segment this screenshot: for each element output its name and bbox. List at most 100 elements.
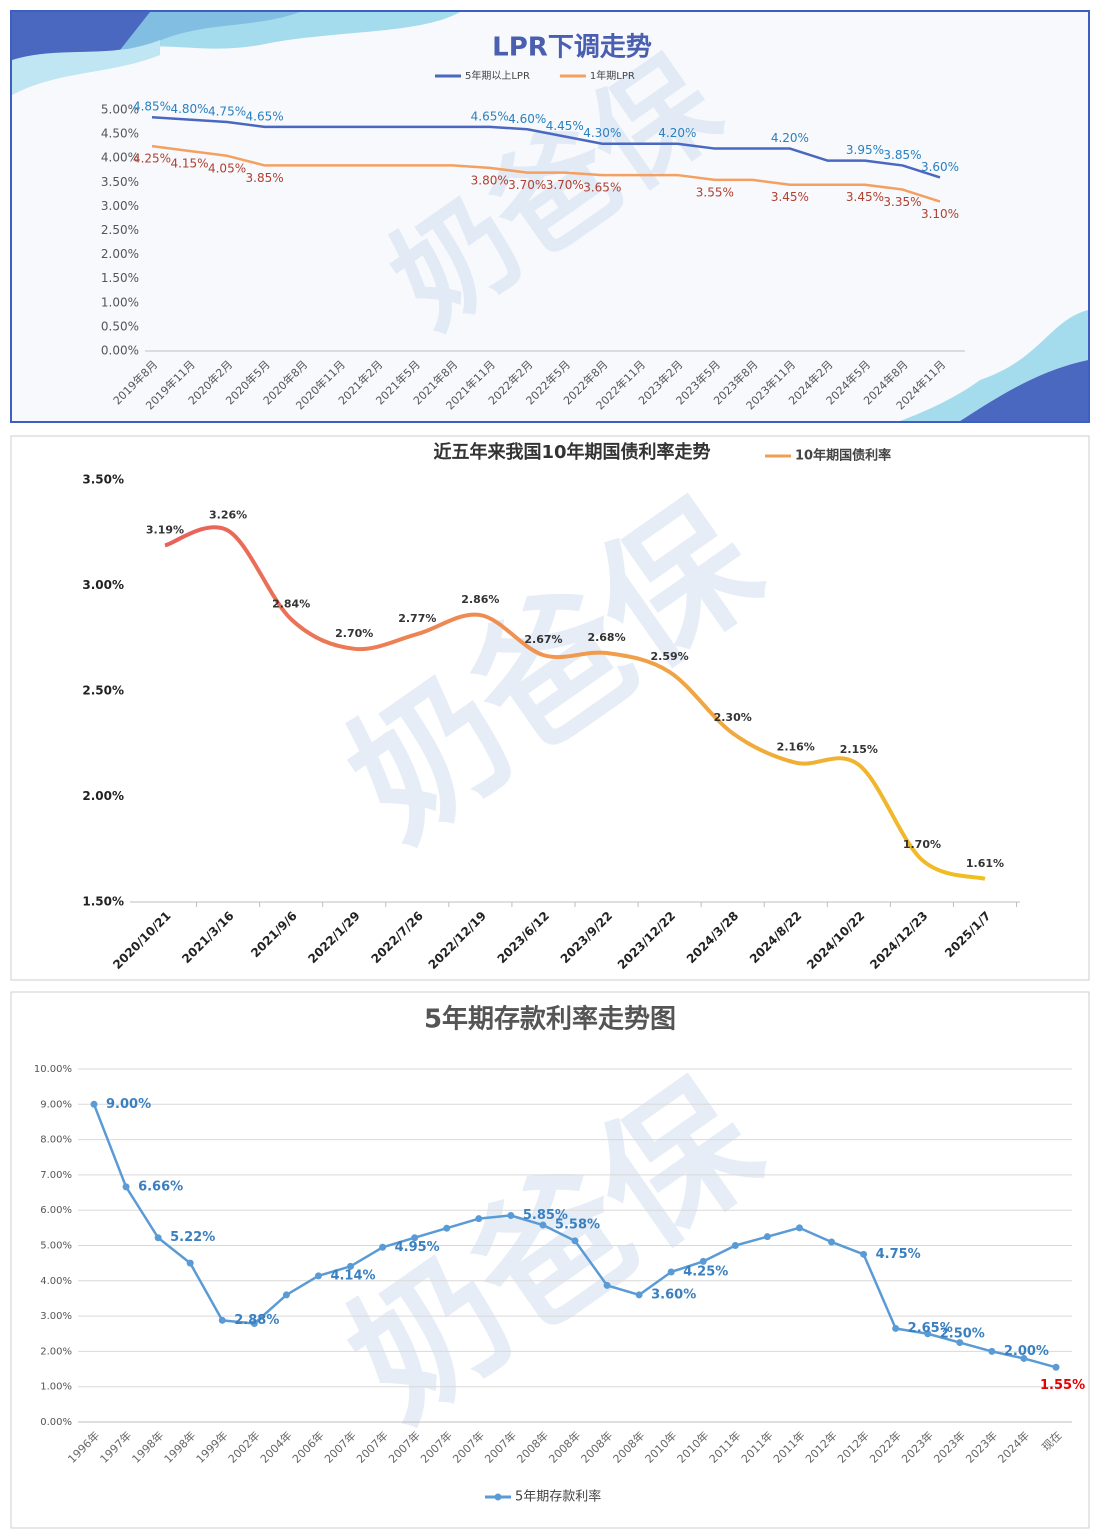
data-label: 5.22%: [170, 1230, 215, 1245]
legend-label: 10年期国债利率: [795, 448, 891, 464]
data-label: 4.85%: [133, 100, 171, 114]
point: [828, 1238, 836, 1246]
data-label: 3.45%: [771, 190, 809, 204]
y-tick-label: 4.00%: [40, 1276, 72, 1287]
data-label: 4.25%: [133, 152, 171, 166]
data-label: 4.65%: [246, 109, 284, 123]
point: [475, 1215, 483, 1223]
data-label: 3.19%: [146, 523, 184, 536]
data-label: 4.30%: [583, 126, 621, 140]
data-label: 4.65%: [471, 109, 509, 123]
point: [1052, 1363, 1060, 1371]
data-label: 2.59%: [651, 650, 689, 663]
point: [539, 1221, 547, 1229]
point: [763, 1233, 771, 1241]
data-label: 2.15%: [840, 743, 878, 756]
y-tick-label: 1.00%: [40, 1382, 72, 1393]
point: [1020, 1354, 1028, 1362]
point: [571, 1237, 579, 1245]
series-line: [151, 144, 941, 203]
data-label: 9.00%: [106, 1097, 151, 1112]
point: [250, 1320, 258, 1328]
point: [635, 1291, 643, 1299]
y-tick-label: 2.00%: [82, 789, 124, 803]
data-label: 4.80%: [170, 102, 208, 116]
legend-label: 5年期存款利率: [515, 1489, 601, 1505]
y-tick-label: 0.00%: [101, 344, 139, 358]
point: [507, 1211, 515, 1219]
y-tick-label: 3.50%: [101, 175, 139, 189]
chart-title: 近五年来我国10年期国债利率走势: [433, 441, 710, 463]
point: [892, 1324, 900, 1332]
y-tick-label: 10.00%: [34, 1064, 72, 1075]
y-tick-label: 2.00%: [40, 1346, 72, 1357]
legend-marker: [494, 1493, 502, 1501]
panel-3-frame: [10, 991, 1090, 1529]
y-tick-label: 3.50%: [82, 473, 124, 487]
data-label: 2.16%: [777, 741, 815, 754]
data-label: 2.67%: [524, 633, 562, 646]
point: [731, 1242, 739, 1249]
data-label: 4.95%: [395, 1240, 440, 1255]
panel-2-frame: [10, 435, 1090, 981]
data-label: 3.65%: [583, 181, 621, 195]
point: [282, 1291, 290, 1299]
y-tick-label: 1.50%: [101, 271, 139, 285]
y-tick-label: 2.50%: [101, 223, 139, 237]
panel-1-decor: [10, 10, 1090, 423]
chart-title: LPR下调走势: [492, 33, 652, 63]
series-line: [151, 115, 941, 179]
data-label: 2.68%: [587, 631, 625, 644]
point: [988, 1347, 996, 1355]
point: [699, 1257, 707, 1265]
y-tick-label: 5.00%: [40, 1241, 72, 1252]
data-label: 4.20%: [771, 131, 809, 145]
data-label: 3.70%: [546, 178, 584, 192]
data-label: 3.70%: [508, 178, 546, 192]
point: [956, 1339, 964, 1347]
data-label: 2.50%: [940, 1326, 985, 1341]
data-label: 2.70%: [335, 627, 373, 640]
data-label: 3.85%: [883, 148, 921, 162]
point: [90, 1100, 98, 1108]
y-tick-label: 3.00%: [82, 578, 124, 592]
data-label: 4.75%: [208, 105, 246, 119]
data-label: 3.55%: [696, 185, 734, 199]
y-tick-label: 2.00%: [101, 247, 139, 261]
data-label: 3.26%: [209, 509, 247, 522]
data-label: 4.75%: [876, 1247, 921, 1262]
y-tick-label: 1.00%: [101, 295, 139, 309]
data-label: 4.05%: [208, 161, 246, 175]
data-label: 3.85%: [246, 171, 284, 185]
point: [795, 1224, 803, 1232]
data-label: 2.88%: [234, 1313, 279, 1328]
data-label: 5.85%: [523, 1208, 568, 1223]
data-label: 4.20%: [658, 126, 696, 140]
series-line: [164, 525, 986, 881]
y-tick-label: 9.00%: [40, 1099, 72, 1110]
data-label: 4.60%: [508, 112, 546, 126]
data-label: 3.60%: [651, 1287, 696, 1302]
y-tick-label: 6.00%: [40, 1205, 72, 1216]
point: [314, 1272, 322, 1280]
y-tick-label: 0.50%: [101, 319, 139, 333]
point: [186, 1259, 194, 1267]
data-label: 4.15%: [170, 156, 208, 170]
point: [443, 1224, 451, 1232]
data-label: 3.10%: [921, 207, 959, 221]
legend-label: 1年期LPR: [590, 69, 635, 82]
data-label: 5.58%: [555, 1218, 600, 1233]
y-tick-label: 3.00%: [40, 1311, 72, 1322]
data-label: 4.45%: [546, 119, 584, 133]
point: [347, 1262, 355, 1270]
y-tick-label: 4.50%: [101, 127, 139, 141]
data-label: 4.14%: [330, 1268, 375, 1283]
point: [667, 1268, 675, 1276]
point: [218, 1316, 226, 1324]
y-tick-label: 1.50%: [82, 895, 124, 909]
y-tick-label: 7.00%: [40, 1170, 72, 1181]
y-tick-label: 8.00%: [40, 1135, 72, 1146]
data-label: 2.00%: [1004, 1344, 1049, 1359]
